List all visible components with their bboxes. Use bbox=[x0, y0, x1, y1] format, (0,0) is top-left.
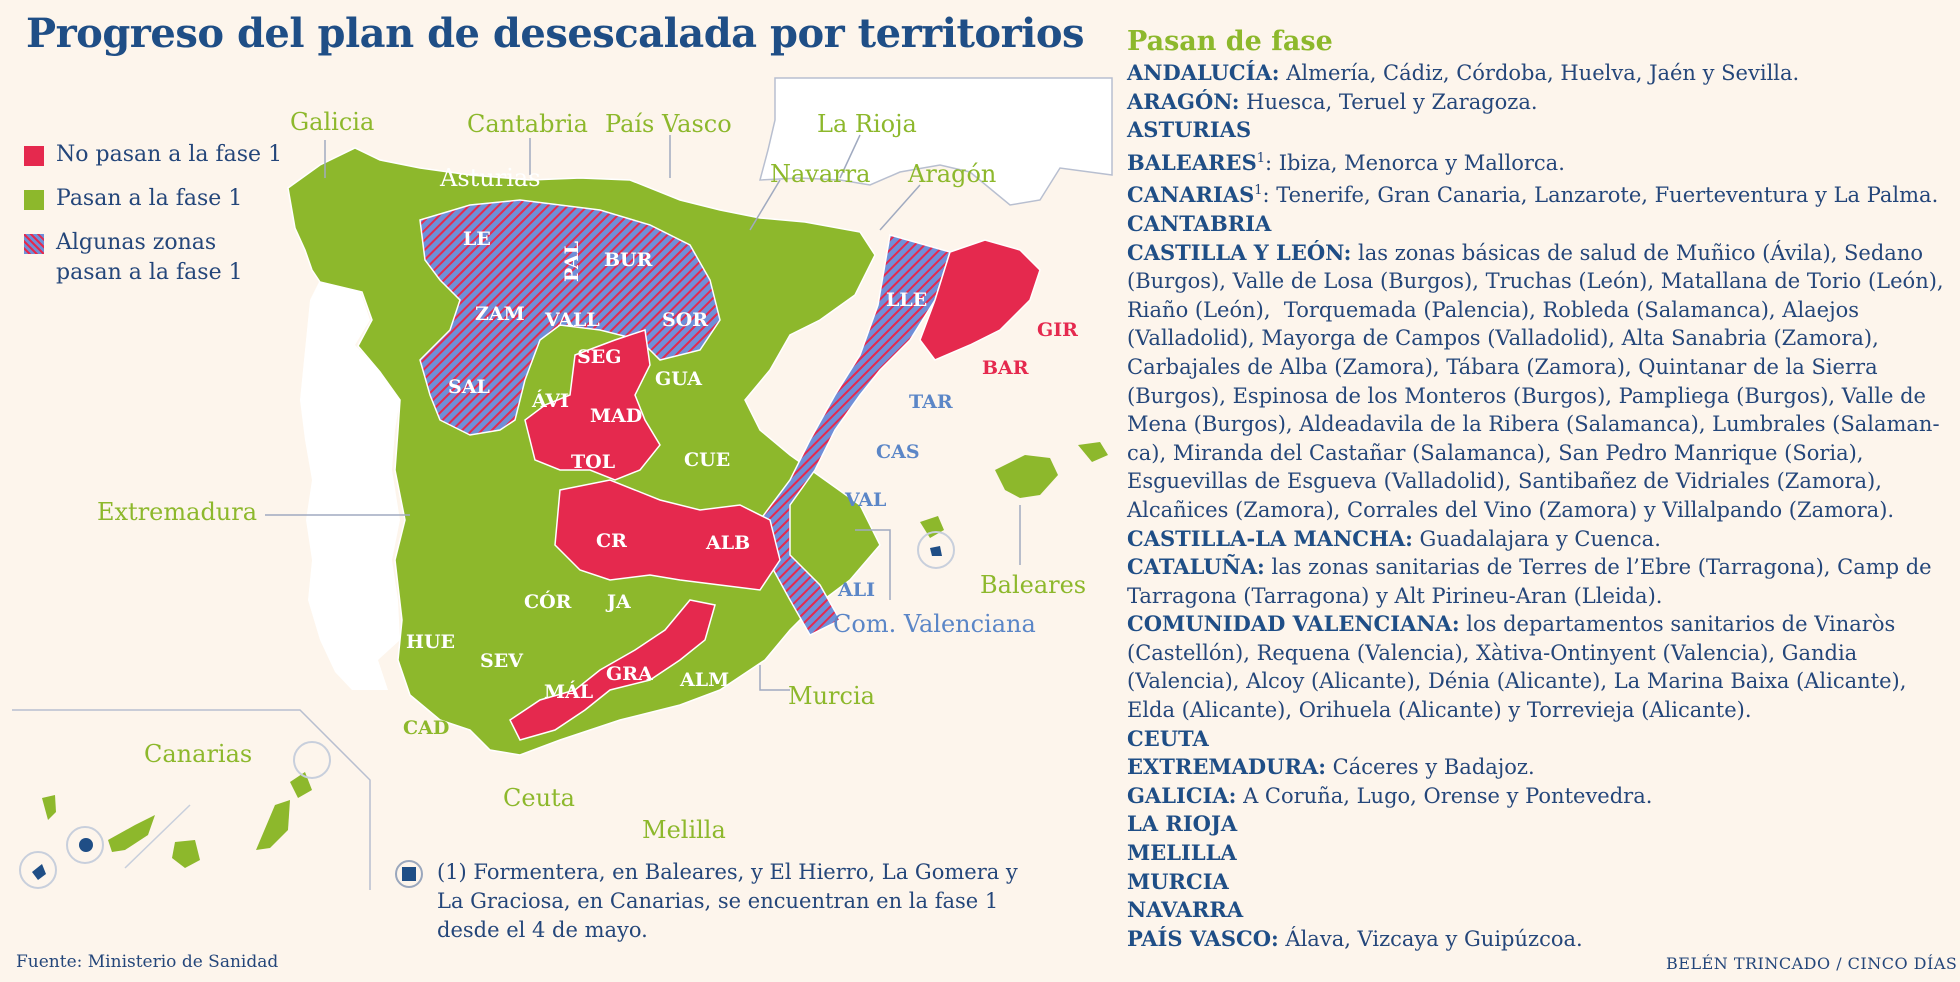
list-item: ANDALUCÍA: Almería, Cádiz, Córdoba, Huel… bbox=[1127, 60, 1800, 85]
footnote-text: (1) Formentera, en Baleares, y El Hierro… bbox=[437, 860, 1018, 942]
label-murcia: Murcia bbox=[788, 682, 875, 710]
prov-seg: SEG bbox=[577, 346, 621, 368]
prov-mal: MÁL bbox=[544, 680, 593, 703]
menorca-island bbox=[1078, 442, 1108, 462]
prov-bar: BAR bbox=[982, 357, 1029, 379]
prov-sor: SOR bbox=[662, 309, 708, 331]
list-item: EXTREMADURA: Cáceres y Badajoz. bbox=[1127, 754, 1535, 780]
list-item: CASTILLA-LA MANCHA: Guadalajara y Cuenca… bbox=[1127, 525, 1661, 551]
legend-label: Algunas zonas pasan a la fase 1 bbox=[56, 230, 243, 285]
list-item: COMUNIDAD VALENCIANA: los departamentos … bbox=[1127, 611, 1914, 723]
castilla-leon-hatched bbox=[419, 199, 721, 436]
list-item: PAÍS VASCO: Álava, Vizcaya y Guipúzcoa. bbox=[1127, 925, 1583, 951]
prov-vall: VALL bbox=[544, 309, 600, 331]
la-palma-island bbox=[42, 795, 56, 820]
prov-pal: PAL bbox=[561, 241, 583, 282]
prov-gir: GIR bbox=[1037, 319, 1078, 341]
phase-list-panel: Pasan de fase ANDALUCÍA: Almería, Cádiz,… bbox=[1127, 26, 1957, 953]
fuerteventura-island bbox=[256, 800, 290, 850]
prov-ali: ALI bbox=[837, 579, 875, 601]
prov-lle: LLE bbox=[886, 289, 927, 311]
list-item: ARAGÓN: Huesca, Teruel y Zaragoza. bbox=[1127, 88, 1538, 114]
list-item: CANARIAS1: Tenerife, Gran Canaria, Lanza… bbox=[1127, 182, 1939, 208]
legend-label: Pasan a la fase 1 bbox=[56, 186, 243, 211]
granada-malaga-red bbox=[509, 599, 716, 741]
footnote: (1) Formentera, en Baleares, y El Hierro… bbox=[395, 858, 1047, 945]
list-item: MURCIA bbox=[1127, 868, 1229, 894]
list-item: NAVARRA bbox=[1127, 897, 1244, 923]
list-item: CASTILLA Y LEÓN: las zonas básicas de sa… bbox=[1127, 239, 1951, 522]
label-cantabria: Cantabria bbox=[467, 110, 588, 138]
label-melilla: Melilla bbox=[642, 816, 726, 844]
prov-mad: MAD bbox=[590, 405, 642, 427]
list-item: ASTURIAS bbox=[1127, 117, 1252, 143]
prov-tar: TAR bbox=[909, 391, 953, 413]
credit-note: BELÉN TRINCADO / CINCO DÍAS bbox=[1666, 954, 1958, 973]
prov-alb: ALB bbox=[705, 532, 750, 554]
mallorca-island bbox=[995, 455, 1058, 498]
label-asturias: Asturias bbox=[439, 164, 541, 192]
label-la-rioja: La Rioja bbox=[817, 110, 917, 138]
tenerife-island bbox=[108, 815, 155, 852]
label-aragon: Aragón bbox=[907, 160, 996, 188]
label-pais-vasco: País Vasco bbox=[605, 110, 732, 138]
prov-hue: HUE bbox=[406, 631, 455, 653]
list-item: BALEARES1: Ibiza, Menorca y Mallorca. bbox=[1127, 149, 1565, 175]
prov-gua: GUA bbox=[655, 368, 702, 390]
prov-tol: TOL bbox=[571, 451, 615, 473]
cataluna-hatched bbox=[759, 234, 951, 636]
list-item: LA RIOJA bbox=[1127, 811, 1238, 837]
label-galicia: Galicia bbox=[290, 108, 374, 136]
list-item: GALICIA: A Coruña, Lugo, Orense y Pontev… bbox=[1127, 782, 1653, 808]
spain-map: Galicia Cantabria País Vasco La Rioja As… bbox=[12, 77, 1113, 890]
label-ceuta: Ceuta bbox=[503, 784, 575, 812]
prov-bur: BUR bbox=[604, 249, 653, 271]
label-canarias: Canarias bbox=[144, 740, 252, 768]
legend-swatch-hatched bbox=[24, 234, 44, 254]
france-land bbox=[759, 77, 1113, 206]
list-item: MELILLA bbox=[1127, 840, 1237, 866]
list-item: CATALUÑA: las zonas sanitarias de Terres… bbox=[1127, 554, 1939, 608]
prov-avi: ÁVI bbox=[531, 389, 569, 412]
portugal-land bbox=[300, 280, 400, 690]
panel-title: Pasan de fase bbox=[1127, 26, 1333, 57]
list-item: CEUTA bbox=[1127, 725, 1209, 751]
legend-item-green: Pasan a la fase 1 bbox=[24, 184, 282, 214]
madrid-central-red bbox=[524, 329, 661, 481]
legend-item-hatched: Algunas zonas pasan a la fase 1 bbox=[24, 228, 282, 288]
label-com-valenciana: Com. Valenciana bbox=[833, 610, 1036, 638]
label-extremadura: Extremadura bbox=[97, 498, 257, 526]
prov-ja: JA bbox=[605, 591, 631, 613]
prov-val: VAL bbox=[844, 489, 886, 511]
cr-alb-red bbox=[554, 479, 781, 591]
legend-label: No pasan a la fase 1 bbox=[56, 142, 283, 167]
gran-canaria-island bbox=[172, 840, 200, 868]
prov-zam: ZAM bbox=[475, 303, 525, 325]
girona-barcelona-red bbox=[919, 239, 1041, 361]
prov-cor: CÓR bbox=[524, 590, 572, 613]
label-baleares: Baleares bbox=[980, 571, 1086, 599]
source-note: Fuente: Ministerio de Sanidad bbox=[16, 952, 279, 972]
legend: No pasan a la fase 1 Pasan a la fase 1 A… bbox=[24, 140, 282, 302]
footnote-marker-icon bbox=[395, 860, 423, 888]
lanzarote-island bbox=[290, 772, 312, 798]
label-navarra: Navarra bbox=[770, 160, 870, 188]
list-item: CANTABRIA bbox=[1127, 210, 1272, 236]
prov-sev: SEV bbox=[480, 650, 524, 672]
prov-le: LE bbox=[463, 228, 491, 250]
prov-gra: GRA bbox=[606, 663, 653, 685]
legend-item-red: No pasan a la fase 1 bbox=[24, 140, 282, 170]
legend-swatch-green bbox=[24, 190, 44, 210]
page-title: Progreso del plan de desescalada por ter… bbox=[26, 10, 1085, 57]
prov-alm: ALM bbox=[679, 669, 729, 691]
legend-swatch-red bbox=[24, 146, 44, 166]
prov-cad: CAD bbox=[403, 717, 449, 739]
prov-sal: SAL bbox=[448, 376, 490, 398]
prov-cas: CAS bbox=[876, 441, 920, 463]
prov-cue: CUE bbox=[684, 449, 730, 471]
prov-cr: CR bbox=[596, 530, 627, 552]
ibiza-island bbox=[920, 516, 944, 538]
